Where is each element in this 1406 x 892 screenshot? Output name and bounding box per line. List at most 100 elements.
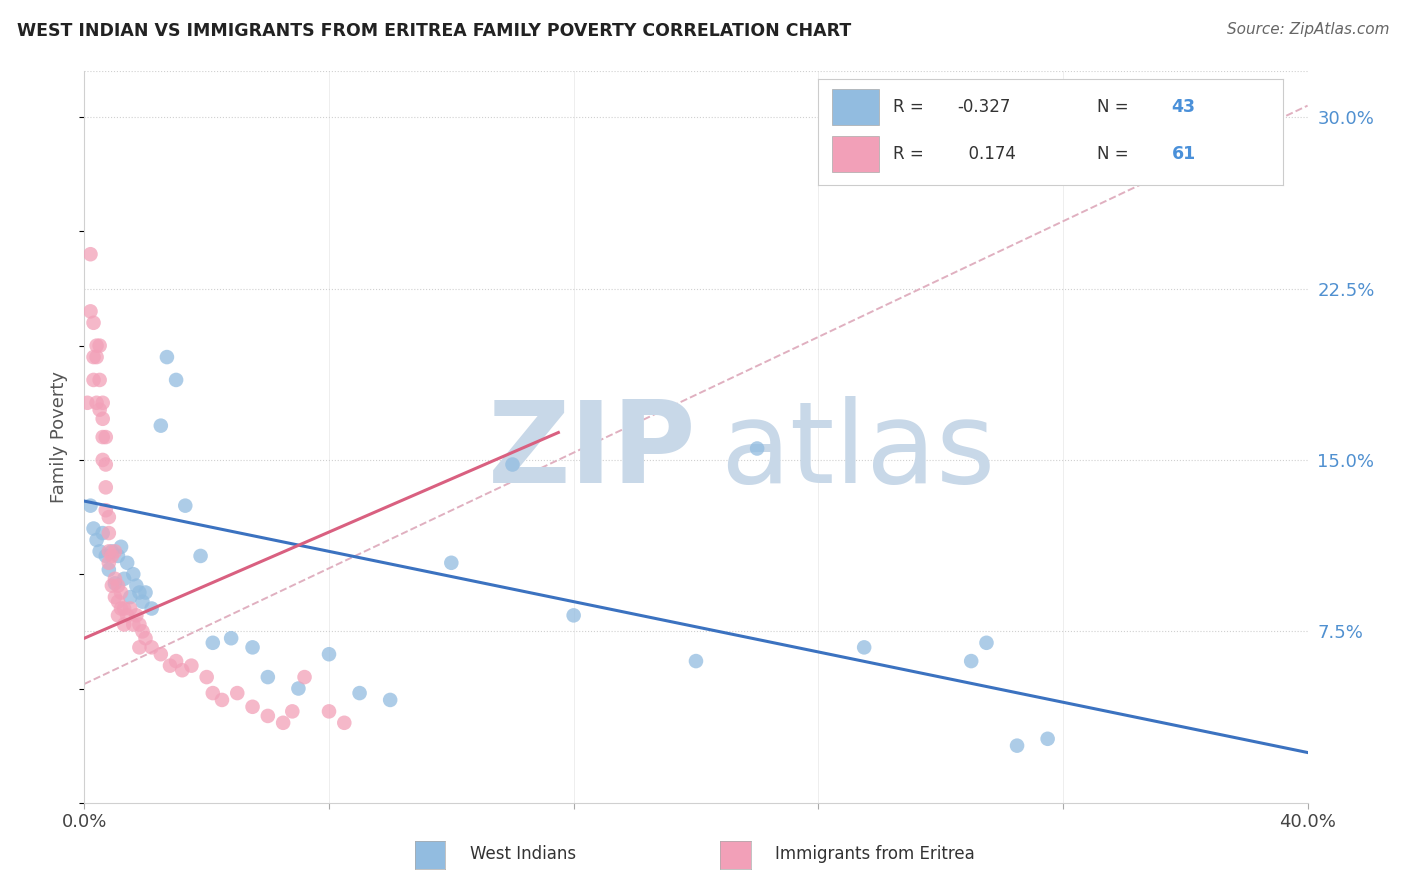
Point xyxy=(562,608,585,623)
Point xyxy=(120,601,142,615)
Point xyxy=(502,458,524,472)
Point xyxy=(135,585,157,599)
Point xyxy=(165,373,187,387)
Point xyxy=(104,572,127,586)
Point xyxy=(86,396,108,410)
Point xyxy=(104,544,127,558)
Point xyxy=(97,510,120,524)
Point xyxy=(91,430,114,444)
Point xyxy=(91,412,114,426)
Point xyxy=(107,608,129,623)
Point xyxy=(257,670,280,684)
Point xyxy=(281,705,304,719)
Point xyxy=(79,304,101,318)
Point xyxy=(131,595,153,609)
Point xyxy=(1036,731,1059,746)
Text: Source: ZipAtlas.com: Source: ZipAtlas.com xyxy=(1226,22,1389,37)
Point xyxy=(89,402,111,417)
Point xyxy=(318,647,340,661)
Point xyxy=(242,640,264,655)
Point xyxy=(131,624,153,639)
Point xyxy=(1005,739,1028,753)
Point xyxy=(101,544,124,558)
Point xyxy=(97,526,120,541)
Point xyxy=(94,480,117,494)
Point xyxy=(89,544,111,558)
Point xyxy=(685,654,707,668)
Point xyxy=(128,640,150,655)
Point xyxy=(242,699,264,714)
Point xyxy=(91,396,114,410)
Point xyxy=(141,601,163,615)
Point xyxy=(97,563,120,577)
Point xyxy=(120,590,142,604)
Point xyxy=(211,693,233,707)
Point xyxy=(94,430,117,444)
Point xyxy=(853,640,876,655)
Point xyxy=(97,544,120,558)
Point xyxy=(349,686,371,700)
Point xyxy=(107,595,129,609)
Point xyxy=(91,453,114,467)
Y-axis label: Family Poverty: Family Poverty xyxy=(51,371,69,503)
Point xyxy=(294,670,316,684)
Point xyxy=(110,585,132,599)
Point xyxy=(83,521,105,535)
Point xyxy=(86,533,108,547)
Point xyxy=(122,567,145,582)
Point xyxy=(380,693,402,707)
Text: ZIP: ZIP xyxy=(488,396,696,508)
Point xyxy=(180,658,202,673)
Point xyxy=(149,647,172,661)
Point xyxy=(125,608,148,623)
Point xyxy=(165,654,187,668)
Point xyxy=(97,556,120,570)
Point xyxy=(112,617,135,632)
Point xyxy=(318,705,340,719)
Point xyxy=(107,549,129,563)
Point xyxy=(83,316,105,330)
Point xyxy=(110,540,132,554)
Text: West Indians: West Indians xyxy=(470,845,576,863)
Point xyxy=(287,681,309,696)
Point xyxy=(747,442,769,456)
Point xyxy=(112,572,135,586)
Point xyxy=(271,715,294,730)
Point xyxy=(101,549,124,563)
Point xyxy=(190,549,212,563)
Point xyxy=(195,670,218,684)
Point xyxy=(141,640,163,655)
Point xyxy=(159,658,181,673)
Point xyxy=(86,338,108,352)
Text: WEST INDIAN VS IMMIGRANTS FROM ERITREA FAMILY POVERTY CORRELATION CHART: WEST INDIAN VS IMMIGRANTS FROM ERITREA F… xyxy=(17,22,851,40)
Point xyxy=(115,608,138,623)
Point xyxy=(201,686,224,700)
Point xyxy=(122,617,145,632)
Point xyxy=(83,373,105,387)
Point xyxy=(94,458,117,472)
Point xyxy=(257,709,280,723)
Point xyxy=(110,601,132,615)
Point xyxy=(112,601,135,615)
Point xyxy=(149,418,172,433)
Point xyxy=(94,503,117,517)
Point xyxy=(172,663,194,677)
Text: atlas: atlas xyxy=(720,396,995,508)
Point xyxy=(89,338,111,352)
Text: Immigrants from Eritrea: Immigrants from Eritrea xyxy=(776,845,976,863)
Point xyxy=(135,632,157,646)
Point xyxy=(83,350,105,364)
Point xyxy=(86,350,108,364)
Point xyxy=(201,636,224,650)
Point xyxy=(333,715,356,730)
Point xyxy=(960,654,983,668)
Point xyxy=(107,579,129,593)
Point xyxy=(440,556,463,570)
Point xyxy=(115,556,138,570)
Point xyxy=(976,636,998,650)
Point xyxy=(125,579,148,593)
Point xyxy=(128,585,150,599)
Point xyxy=(219,632,242,646)
Point xyxy=(76,396,98,410)
Point xyxy=(104,576,127,591)
